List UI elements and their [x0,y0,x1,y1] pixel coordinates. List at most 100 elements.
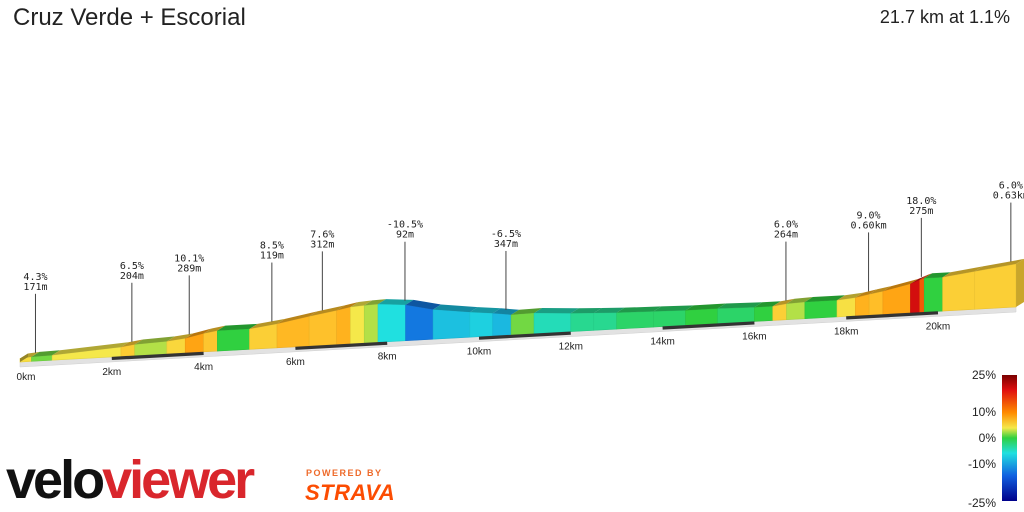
profile-segment [919,277,925,313]
profile-segment-top [534,307,579,314]
profile-segment [717,306,755,324]
profile-segment-top [882,278,919,292]
profile-end-face [20,353,28,362]
km-tick-label: 14km [650,337,674,348]
logo-velo-text: velo [6,450,105,510]
profile-segment-top [837,292,864,301]
veloviewer-logo: veloviewer [6,450,255,510]
profile-segment [405,304,434,342]
annotation-distance: 0.63km [993,191,1024,202]
profile-segment-top [919,273,933,280]
profile-segment-top [653,305,694,312]
profile-segment [492,312,512,337]
profile-segment-top [31,350,61,357]
profile-segment-top [717,302,763,309]
profile-segment-top [754,301,781,308]
profile-segment-top [185,328,212,339]
profile-segment-top [492,308,520,315]
profile-segment [616,311,654,330]
annotation-distance: 92m [396,230,414,241]
profile-segment [308,310,338,347]
annotation-distance: 171m [23,282,47,293]
km-tick-label: 4km [194,362,213,373]
profile-segment-top [924,272,951,279]
profile-segment-top [120,339,143,348]
profile-segment-top [855,289,878,298]
km-band [111,351,204,361]
profile-segment-top [249,318,286,329]
km-tick-label: 10km [467,347,491,358]
annotation-grade: 6.0% [774,220,798,231]
annotation-grade: 9.0% [857,210,881,221]
annotation-grade: 6.0% [999,181,1023,192]
annotation-grade: 7.6% [310,229,334,240]
profile-segment-top [309,305,345,317]
profile-segment [685,308,718,326]
legend-color-bar [1002,375,1017,501]
profile-segment-top [772,298,795,307]
km-band [295,341,388,350]
profile-segment [974,263,1017,310]
km-tick-label: 8km [378,352,397,363]
km-band [846,311,939,320]
km-band [662,321,755,330]
profile-segment-top [336,302,359,311]
annotation-grade: 10.1% [174,253,204,264]
profile-segment [754,305,774,322]
annotation-grade: 8.5% [260,241,284,252]
profile-segment-top [974,258,1024,272]
profile-segment [469,311,494,338]
profile-segment [593,312,618,331]
annotation-grade: 4.3% [23,272,47,283]
annotation-distance: 289m [177,263,201,274]
profile-top-rim [20,258,1024,362]
profile-segment [942,271,976,312]
annotation-grade: -6.5% [491,229,521,240]
annotation-distance: 0.60km [850,220,886,231]
profile-segment-top [134,336,175,345]
km-tick-label: 6km [286,357,305,368]
profile-segment-top [52,342,129,356]
profile-segment-top [786,296,813,304]
legend-label: -25% [968,496,996,510]
profile-segment-top [364,299,387,306]
annotation-distance: 264m [774,230,798,241]
legend-label: 25% [972,368,996,382]
profile-segment [533,312,572,334]
profile-segments [19,263,1017,363]
route-summary: 21.7 km at 1.1% [879,7,1010,27]
profile-segment-top [433,304,478,313]
profile-segment [653,310,686,328]
profile-segment-top [350,300,373,308]
profile-segment-top [570,307,602,314]
annotation-grade: -10.5% [387,220,423,231]
profile-segment [336,306,351,345]
annotation-grade: 18.0% [906,196,936,207]
strava-logo: STRAVA [305,480,396,505]
profile-segment [203,330,218,353]
km-tick-label: 16km [742,331,766,342]
legend-label: 10% [972,405,996,419]
profile-segment-top [593,307,625,313]
logo-viewer-text: viewer [102,450,255,510]
profile-segment [510,312,535,336]
profile-segment-top [869,286,891,295]
profile-segment-top [685,303,726,311]
km-tick-label: 18km [834,326,858,337]
profile-segment [910,279,920,314]
profile-segment [377,303,406,343]
profile-segment [855,293,870,317]
profile-segment-top [511,307,543,315]
distance-axis: 0km 2km 4km 6km 8km 10km 12km 14km 16km 18km 20km [17,311,950,383]
profile-segment-top [405,299,442,310]
profile-segment [836,297,856,318]
profile-segment [570,312,595,332]
profile-segment-top [804,295,846,302]
gradient-annotations: 4.3%171m 6.5%204m 10.1%289m 8.5%119m 7.6%312… [23,181,1024,353]
annotation-distance: 275m [909,206,933,217]
profile-segment-top [166,333,194,342]
profile-segment [923,276,943,313]
km-band [478,331,571,340]
annotation-distance: 119m [260,251,284,262]
